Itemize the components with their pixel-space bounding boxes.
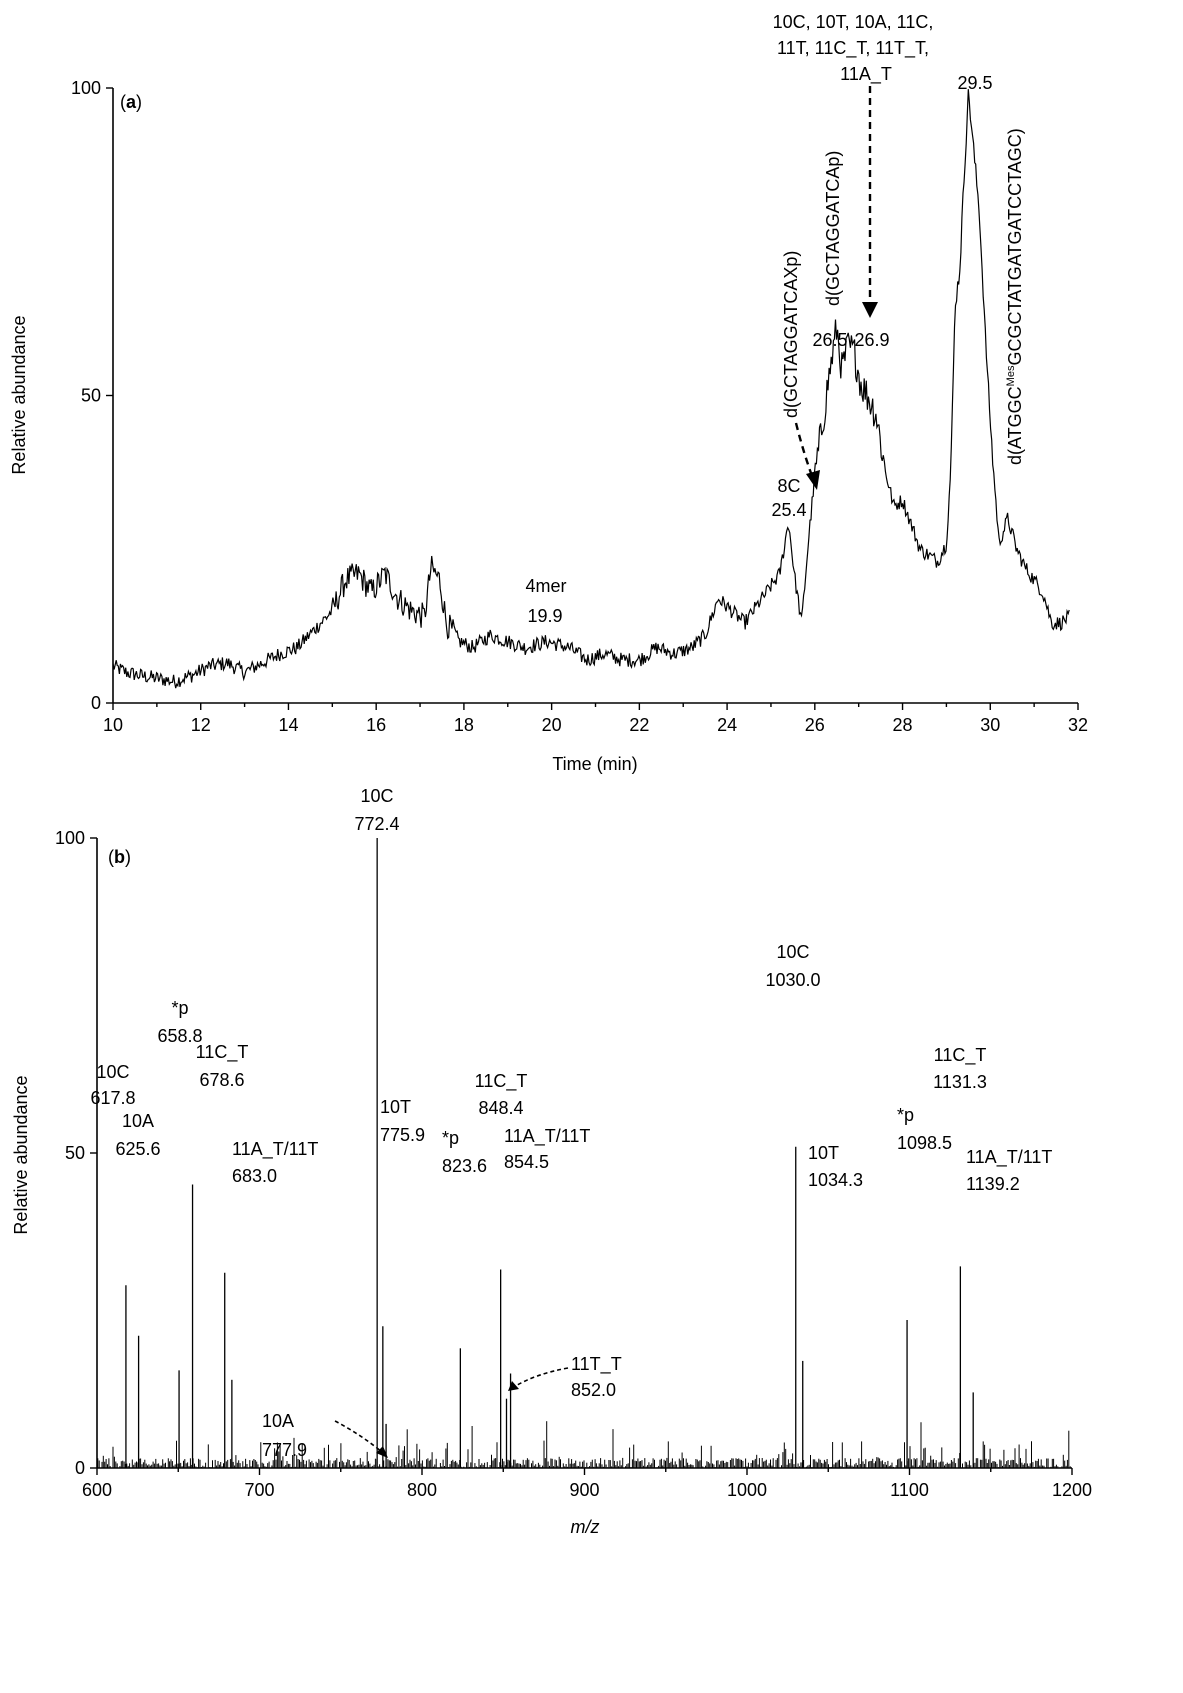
peak-label-value: 772.4 (354, 814, 399, 834)
peak-label-value: 625.6 (115, 1139, 160, 1159)
vertical-label-gctaggatcap: d(GCTAGGATCAp) (823, 151, 843, 306)
peak-label-name: 11C_T (196, 1042, 249, 1063)
peak-label-name: 10C (776, 942, 809, 962)
panel-a-y-tick-label: 100 (71, 78, 101, 98)
peak-label-8c: 8C (777, 476, 800, 496)
panel-a-x-tick-label: 10 (103, 715, 123, 735)
peak-label-name: 11T_T (571, 1354, 622, 1375)
peak-label-name: 10T (380, 1097, 411, 1117)
panel-a-x-tick-label: 28 (893, 715, 913, 735)
panel-a-x-axis-label: Time (min) (552, 754, 637, 774)
vertical-label-gctaggatcaxp: d(GCTAGGATCAXp) (781, 251, 801, 418)
vertical-label-full-sequence: d(ATGGCMesGCGCTATGATGATCCTAGC) (1005, 128, 1025, 465)
peak-label-value: 1034.3 (808, 1170, 863, 1190)
peak-label-name: 10C (360, 786, 393, 806)
fragment-list-line-1: 10C, 10T, 10A, 11C, (773, 12, 934, 32)
peak-label-name: 10T (808, 1143, 839, 1163)
panel-a-x-tick-label: 30 (980, 715, 1000, 735)
panel-b-y-tick-label: 50 (65, 1143, 85, 1163)
panel-a-chromatogram: 10 12 14 16 18 20 22 24 26 28 30 32 0 50 100 Time (mi… (9, 12, 1088, 774)
panel-a-chromatogram-trace (112, 89, 1070, 689)
arrow-head-8c-shoulder (806, 470, 820, 490)
peak-label-name: *p (171, 998, 188, 1018)
panel-b-label: (b) (108, 847, 131, 867)
peak-label-value: 852.0 (571, 1380, 616, 1400)
peak-label-value: 1030.0 (765, 970, 820, 990)
panel-b-x-axis-label: m/z (571, 1517, 600, 1537)
peak-value-29-5: 29.5 (957, 73, 992, 93)
arrow-to-852-0 (513, 1367, 569, 1388)
panel-a-x-tick-label: 12 (191, 715, 211, 735)
panel-a-x-tick-label: 14 (278, 715, 298, 735)
panel-a-x-tick-label: 32 (1068, 715, 1088, 735)
panel-a-y-axis-label: Relative abundance (9, 315, 29, 474)
panel-b-y-axis-label: Relative abundance (11, 1075, 31, 1234)
peak-label-name: *p (897, 1105, 914, 1125)
peak-label-name: 11A_T/11T (966, 1147, 1052, 1168)
arrow-to-8c-shoulder (794, 422, 814, 477)
peak-label-value: 775.9 (380, 1125, 425, 1145)
peak-value-26-9: 26.9 (854, 330, 889, 350)
panel-a-x-tick-label: 18 (454, 715, 474, 735)
peak-label-name: 11C_T (934, 1045, 987, 1066)
peak-label-name: 10A (122, 1111, 154, 1131)
peak-label-value: 823.6 (442, 1156, 487, 1176)
peak-value-8c: 25.4 (771, 500, 806, 520)
peak-label-value: 658.8 (157, 1026, 202, 1046)
panel-a-label: (a) (120, 92, 142, 112)
panel-b-x-tick-label: 1000 (727, 1480, 767, 1500)
panel-b-y-tick-label: 100 (55, 828, 85, 848)
arrow-head-26-9 (862, 302, 878, 318)
peak-label-name: 11A_T/11T (504, 1126, 590, 1147)
peak-value-26-5: 26.5 (812, 330, 847, 350)
panel-b-x-tick-label: 800 (407, 1480, 437, 1500)
peak-label-value: 854.5 (504, 1152, 549, 1172)
peak-label-value: 777.9 (262, 1440, 307, 1460)
peak-label-name: 10A (262, 1411, 294, 1431)
peak-value-4mer: 19.9 (527, 606, 562, 626)
panel-b-x-tick-label: 700 (244, 1480, 274, 1500)
panel-b-mass-spectrum: 600 700 800 900 1000 1100 1200 0 50 100 m/z Rela… (11, 786, 1092, 1537)
peak-label-value: 683.0 (232, 1166, 277, 1186)
panel-a-x-tick-label: 24 (717, 715, 737, 735)
arrow-head-852-0 (508, 1381, 519, 1391)
panel-a-y-tick-label: 50 (81, 386, 101, 406)
peak-label-name: 11A_T/11T (232, 1139, 318, 1160)
peak-label-name: 11C_T (475, 1071, 528, 1092)
peak-label-name: 10C (96, 1062, 129, 1082)
panel-a-x-tick-label: 16 (366, 715, 386, 735)
panel-a-x-tick-label: 20 (542, 715, 562, 735)
arrow-to-777-9 (334, 1420, 383, 1453)
panel-b-x-tick-label: 600 (82, 1480, 112, 1500)
peak-label-name: *p (442, 1128, 459, 1148)
peak-label-value: 1131.3 (933, 1072, 987, 1092)
peak-label-value: 678.6 (199, 1070, 244, 1090)
panel-b-x-tick-label: 1200 (1052, 1480, 1092, 1500)
arrow-head-777-9 (376, 1446, 388, 1458)
panel-b-baseline-noise (97, 1421, 1071, 1468)
fragment-list-line-2: 11T, 11C_T, 11T_T, (777, 38, 929, 59)
panel-a-x-tick-label: 26 (805, 715, 825, 735)
fragment-list-line-3: 11A_T (840, 64, 892, 85)
peak-label-4mer: 4mer (525, 576, 566, 596)
peak-label-value: 1139.2 (966, 1174, 1020, 1194)
panel-b-x-tick-label: 900 (569, 1480, 599, 1500)
peak-label-value: 848.4 (478, 1098, 523, 1118)
panel-a-y-tick-label: 0 (91, 693, 101, 713)
panel-b-x-tick-label: 1100 (890, 1480, 929, 1500)
panel-a-x-tick-label: 22 (629, 715, 649, 735)
peak-label-value: 1098.5 (897, 1133, 952, 1153)
panel-b-y-tick-label: 0 (75, 1458, 85, 1478)
peak-label-value: 617.8 (90, 1088, 135, 1108)
